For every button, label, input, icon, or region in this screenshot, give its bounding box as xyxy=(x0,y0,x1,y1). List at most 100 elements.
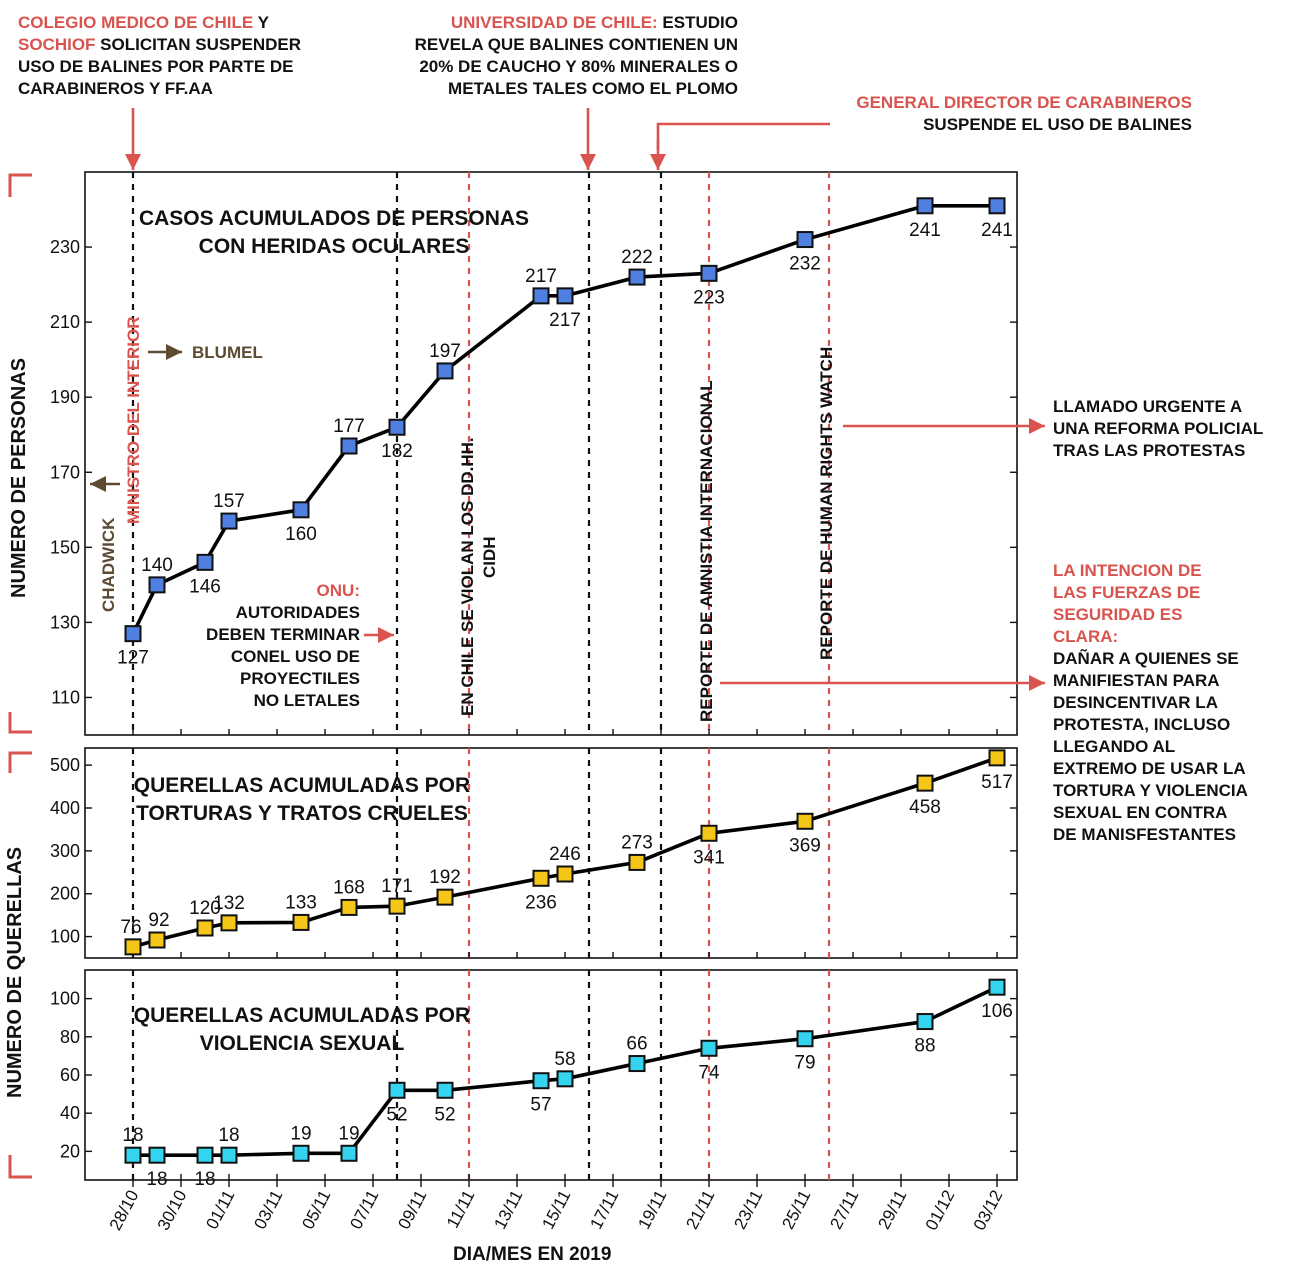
annotation-universidad: UNIVERSIDAD DE CHILE: ESTUDIO REVELA QUE… xyxy=(360,12,738,100)
data-label: 140 xyxy=(141,555,173,576)
sochiof-name: SOCHIOF xyxy=(18,35,96,54)
x-tick-label: 21/11 xyxy=(682,1187,718,1232)
y-tick-label: 60 xyxy=(60,1065,80,1085)
data-point xyxy=(436,1081,454,1099)
data-label: 246 xyxy=(549,844,581,865)
x-tick-label: 11/11 xyxy=(443,1187,479,1231)
universidad-line3: 20% DE CAUCHO Y 80% MINERALES O xyxy=(419,57,738,76)
onu-line: PROYECTILES xyxy=(240,669,360,688)
onu-line: DEBEN TERMINAR xyxy=(206,625,360,644)
arrow-blumel-head xyxy=(166,344,182,360)
data-point xyxy=(916,1013,934,1031)
data-point xyxy=(196,1146,214,1164)
data-point xyxy=(532,1072,550,1090)
y-axis-label-querellas: NUMERO DE QUERELLAS xyxy=(4,846,26,1098)
panel-title: VIOLENCIA SEXUAL xyxy=(200,1032,405,1055)
data-point xyxy=(124,938,142,956)
data-label: 74 xyxy=(698,1062,720,1083)
data-label: 171 xyxy=(381,876,413,897)
llamado-line: LLAMADO URGENTE A xyxy=(1053,397,1243,416)
x-tick-label: 19/11 xyxy=(634,1187,670,1232)
intencion-red-line: SEGURIDAD ES xyxy=(1053,605,1183,624)
data-point xyxy=(700,1039,718,1057)
data-label: 18 xyxy=(146,1169,167,1190)
colegio-medico-line4: CARABINEROS Y FF.AA xyxy=(18,79,213,98)
data-label: 58 xyxy=(554,1049,575,1070)
y-axis-label-personas: NUMERO DE PERSONAS xyxy=(8,357,30,598)
x-tick-label: 07/11 xyxy=(346,1187,382,1232)
data-point xyxy=(556,1070,574,1088)
x-tick-label: 28/10 xyxy=(106,1187,143,1233)
data-label: 217 xyxy=(525,266,557,287)
data-label: 133 xyxy=(285,892,317,913)
data-point xyxy=(388,1081,406,1099)
arrow-onu-head xyxy=(378,627,394,643)
data-point xyxy=(196,553,214,571)
data-point xyxy=(700,824,718,842)
arrow-general-director-tip-head xyxy=(650,154,666,170)
data-label: 177 xyxy=(333,416,365,437)
arrow-llamado-head xyxy=(1029,418,1045,434)
panel-bracket xyxy=(8,173,32,197)
data-label: 19 xyxy=(290,1123,311,1144)
annotation-onu: ONU: AUTORIDADES DEBEN TERMINAR CONEL US… xyxy=(180,580,360,712)
x-tick-label: 23/11 xyxy=(730,1187,766,1232)
intencion-line: DE MANISFESTANTES xyxy=(1053,825,1236,844)
panel-bracket xyxy=(8,712,32,734)
data-label: 223 xyxy=(693,287,725,308)
intencion-red-line: LA INTENCION DE xyxy=(1053,561,1202,580)
data-label: 127 xyxy=(117,648,149,669)
data-point xyxy=(340,898,358,916)
y-tick-label: 100 xyxy=(50,989,80,1009)
data-point xyxy=(220,512,238,530)
data-point xyxy=(340,437,358,455)
y-tick-label: 100 xyxy=(50,927,80,947)
x-tick-label: 27/11 xyxy=(826,1187,862,1232)
data-point xyxy=(796,231,814,249)
arrow-colegio-medico-head xyxy=(125,154,141,170)
data-label: 52 xyxy=(434,1104,455,1125)
data-label: 160 xyxy=(285,524,317,545)
onu-line: AUTORIDADES xyxy=(235,603,360,622)
y-tick-label: 210 xyxy=(50,312,80,332)
data-label: 66 xyxy=(626,1034,647,1055)
data-point xyxy=(796,1030,814,1048)
x-tick-label: 05/11 xyxy=(298,1187,334,1232)
hrw-label: REPORTE DE HUMAN RIGHTS WATCH xyxy=(817,346,836,660)
amnistia-label: REPORTE DE AMNISTIA INTERNACIONAL xyxy=(697,380,716,722)
y-tick-label: 110 xyxy=(51,687,80,707)
colegio-medico-name: COLEGIO MEDICO DE CHILE xyxy=(18,13,254,32)
panel-bracket xyxy=(8,1155,32,1179)
data-label: 146 xyxy=(189,576,221,597)
onu-line: NO LETALES xyxy=(253,691,360,710)
data-point xyxy=(916,774,934,792)
x-tick-label: 29/11 xyxy=(874,1187,910,1232)
data-point xyxy=(988,978,1006,996)
panel-frame xyxy=(84,747,1018,959)
intencion-red-line: LAS FUERZAS DE xyxy=(1053,583,1201,602)
y-tick-label: 170 xyxy=(50,462,80,482)
intencion-line: TORTURA Y VIOLENCIA xyxy=(1053,781,1248,800)
y-tick-label: 80 xyxy=(60,1027,80,1047)
data-label: 241 xyxy=(981,220,1013,241)
data-label: 273 xyxy=(621,832,653,853)
data-point xyxy=(148,576,166,594)
data-point xyxy=(388,897,406,915)
panel-frame xyxy=(84,171,1018,736)
x-axis-label: DIA/MES EN 2019 xyxy=(453,1244,612,1265)
data-label: 18 xyxy=(218,1125,239,1146)
annotation-intencion: LA INTENCION DE LAS FUERZAS DE SEGURIDAD… xyxy=(1053,560,1293,846)
llamado-line: TRAS LAS PROTESTAS xyxy=(1053,441,1246,460)
general-director-title: GENERAL DIRECTOR DE CARABINEROS xyxy=(856,93,1192,112)
universidad-line4: METALES TALES COMO EL PLOMO xyxy=(448,79,738,98)
arrow-universidad-head xyxy=(580,154,596,170)
data-label: 57 xyxy=(530,1095,551,1116)
data-label: 236 xyxy=(525,892,557,913)
blumel-label: BLUMEL xyxy=(192,343,263,362)
x-tick-label: 13/11 xyxy=(490,1187,526,1232)
intencion-line: DESINCENTIVAR LA xyxy=(1053,693,1218,712)
data-point xyxy=(124,625,142,643)
data-point xyxy=(436,362,454,380)
x-tick-label: 09/11 xyxy=(394,1187,430,1232)
data-label: 241 xyxy=(909,220,941,241)
